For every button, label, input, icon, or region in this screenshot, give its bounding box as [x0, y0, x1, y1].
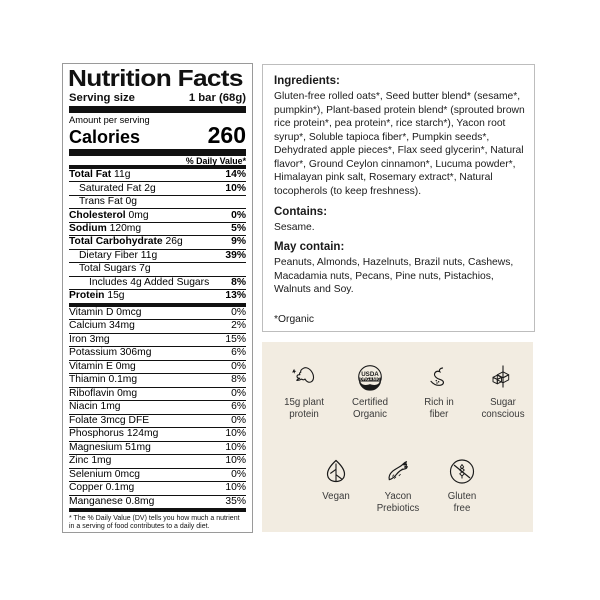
svg-text:ORGANIC: ORGANIC: [360, 377, 381, 382]
